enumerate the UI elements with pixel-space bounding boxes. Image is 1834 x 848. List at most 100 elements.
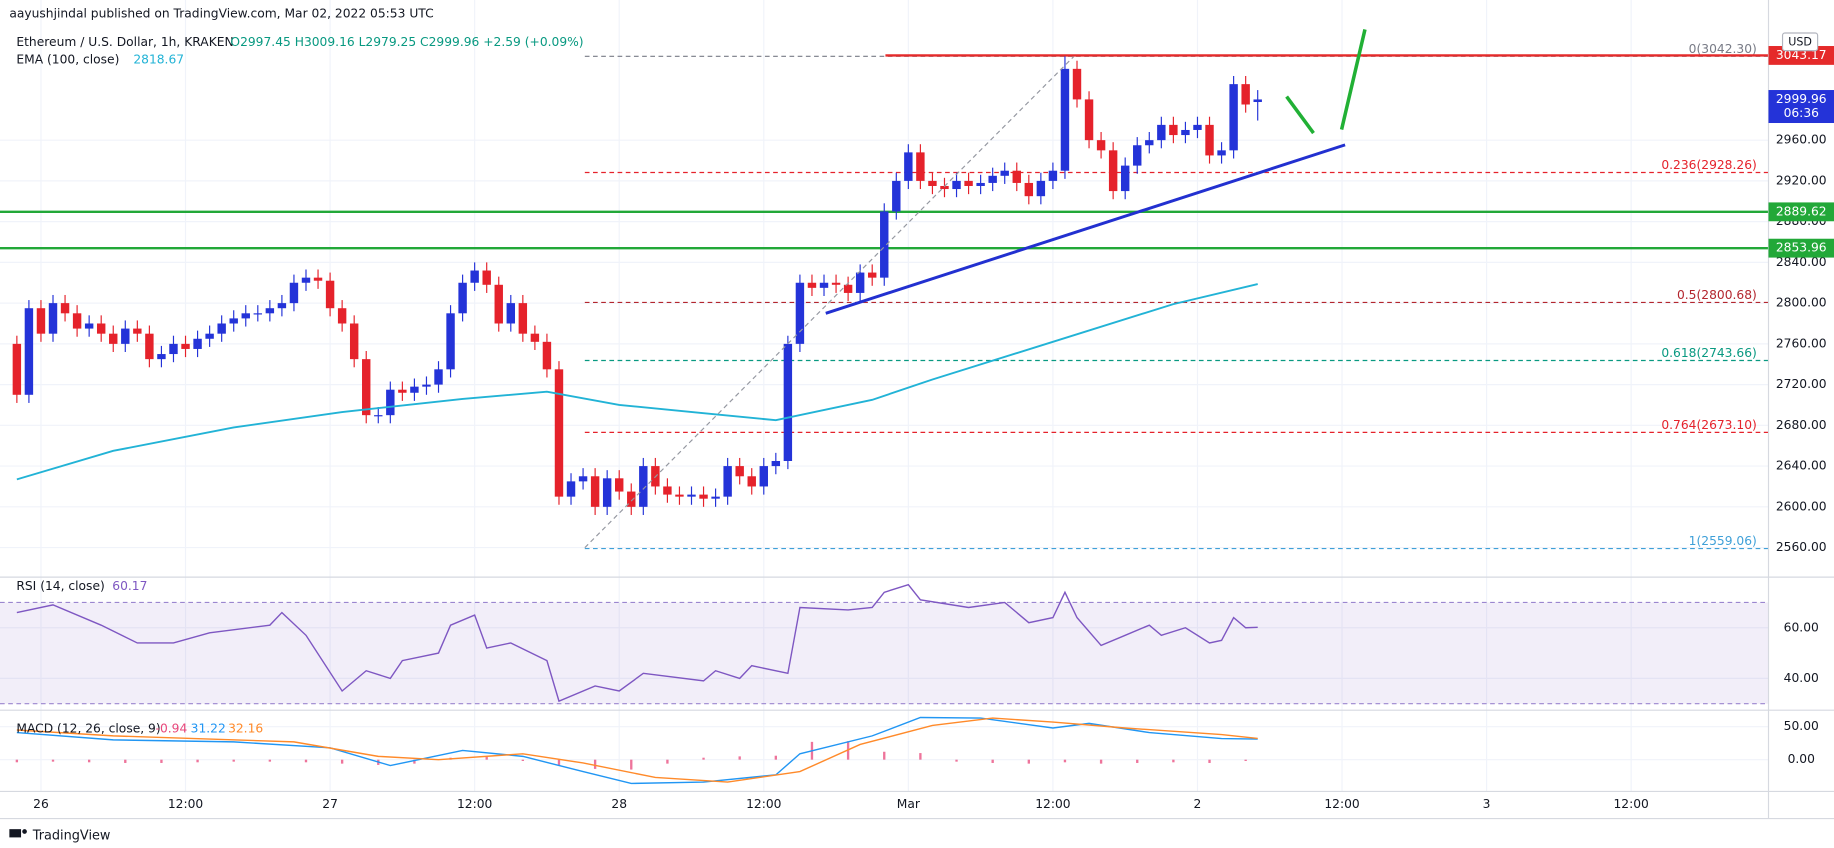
y-tick-label: 60.00	[1784, 620, 1819, 634]
fib-label: 0.5(2800.68)	[1677, 288, 1757, 302]
price-tag-label: 2889.62	[1776, 204, 1827, 218]
logo	[9, 829, 27, 838]
candle-body	[952, 180, 961, 190]
candle-body	[759, 466, 768, 487]
x-tick-label: 12:00	[457, 797, 493, 811]
y-tick-label: 2960.00	[1776, 133, 1827, 147]
candle-body	[940, 185, 949, 190]
candle-body	[482, 270, 491, 285]
candle-body	[1169, 124, 1178, 136]
macd-histogram-bar	[124, 759, 127, 763]
macd-histogram-bar	[955, 759, 958, 762]
candle-body	[602, 478, 612, 507]
candle-body	[36, 308, 46, 334]
candle-body	[1012, 170, 1021, 183]
macd-histogram-bar	[15, 759, 19, 763]
candle-body	[398, 389, 407, 393]
candle-body	[1253, 99, 1262, 103]
y-tick-label: 40.00	[1784, 671, 1819, 685]
y-tick-label: 2600.00	[1776, 499, 1827, 513]
macd-histogram-bar	[774, 755, 777, 760]
candle-body	[807, 282, 817, 288]
candle-body	[988, 175, 997, 183]
macd-histogram-bar	[1172, 759, 1175, 763]
price-tag-label: 2853.96	[1776, 241, 1827, 255]
y-tick-label: 2840.00	[1776, 255, 1827, 269]
plot: 26 12:00 27 12:00 28 12:00 Mar 12:00 2 12:00 3 12:0…	[0, 42, 1827, 811]
candle-body	[277, 303, 287, 309]
macd-histogram-bar	[1136, 759, 1139, 763]
candle-body	[386, 389, 395, 416]
rsi-band	[0, 602, 1769, 704]
y-tick-label: 50.00	[1784, 719, 1819, 733]
x-tick-label: 2	[1194, 797, 1202, 811]
candle-body	[627, 491, 636, 507]
candle-body	[976, 182, 985, 186]
macd-histogram-bar	[1244, 759, 1247, 761]
candle-body	[265, 308, 275, 314]
macd-histogram-bar	[991, 759, 994, 763]
candle-body	[819, 282, 829, 288]
price-tag-countdown: 06:36	[1784, 106, 1820, 120]
macd-histogram-bar	[557, 759, 561, 765]
fib-label: 0.618(2743.66)	[1661, 346, 1756, 360]
fib-label: 0(3042.30)	[1689, 42, 1757, 56]
candle-body	[1000, 170, 1009, 176]
price-tag	[1768, 90, 1834, 124]
candle-body	[362, 359, 371, 416]
candle-body	[48, 303, 58, 334]
candle-body	[205, 333, 214, 339]
macd-histogram-bar	[593, 759, 597, 769]
candle-body	[711, 496, 720, 499]
candle-body	[289, 282, 299, 304]
candle-body	[964, 180, 973, 186]
signal-value: 32.16	[228, 722, 263, 736]
macd-histogram-bar	[630, 759, 633, 770]
macd-histogram-bar	[413, 759, 416, 764]
candle-body	[145, 333, 154, 360]
candle-body	[1241, 84, 1250, 105]
macd-histogram-bar	[883, 751, 886, 760]
candle-body	[1084, 99, 1094, 141]
candle-body	[1096, 140, 1106, 151]
y-tick-label: 2720.00	[1776, 377, 1827, 391]
macd-histogram-bar	[521, 759, 525, 761]
candle-body	[699, 494, 708, 499]
macd-histogram-bar	[485, 757, 488, 760]
x-tick-label: 26	[33, 797, 49, 811]
candle-body	[434, 369, 443, 385]
price-tag	[1768, 238, 1834, 258]
candle-body	[867, 272, 877, 278]
ema-value: 2818.67	[133, 53, 184, 67]
brand: TradingView	[32, 829, 111, 844]
candle-body	[1157, 124, 1166, 141]
macd-label: MACD (12, 26, close, 9)	[16, 722, 160, 736]
currency: USD	[1788, 35, 1812, 48]
candle-body	[928, 180, 937, 186]
candle-body	[470, 270, 479, 283]
y-tick-label: 2920.00	[1776, 173, 1827, 187]
fib-trend	[584, 56, 1075, 549]
price-tag-label: 2999.96	[1776, 92, 1827, 106]
candle-body	[663, 486, 672, 495]
candle-body	[313, 277, 323, 281]
candle-body	[723, 466, 732, 497]
candle-body	[687, 494, 696, 497]
projection-down	[1285, 95, 1315, 135]
y-tick-label: 2640.00	[1776, 459, 1827, 473]
candle-body	[566, 481, 576, 497]
macd-histogram-bar	[666, 759, 669, 764]
candle-body	[446, 313, 455, 370]
y-tick-label: 2760.00	[1776, 336, 1827, 350]
candle-body	[843, 284, 853, 293]
candle-body	[217, 323, 226, 334]
candle-body	[253, 313, 263, 315]
candle-body	[301, 277, 311, 283]
macd-histogram-bar	[1063, 759, 1067, 763]
candle-body	[1072, 68, 1082, 100]
candle-body	[1036, 180, 1046, 197]
candle-body	[1145, 140, 1154, 146]
candle-body	[578, 476, 588, 482]
candle-body	[60, 303, 70, 314]
